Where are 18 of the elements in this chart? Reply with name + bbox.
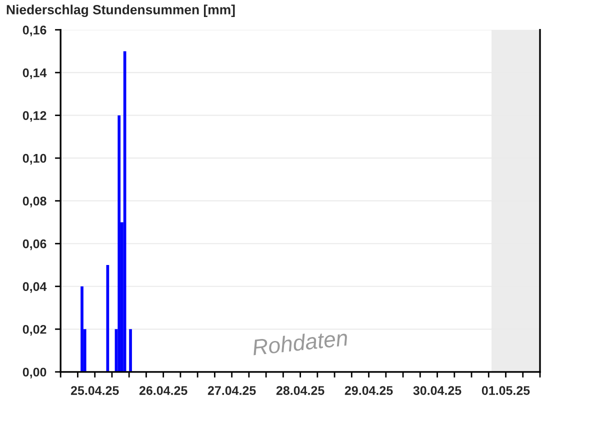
y-tick-label: 0,16	[22, 26, 46, 36]
x-tick-label: 25.04.25	[70, 386, 119, 395]
y-tick-label: 0,14	[22, 68, 47, 80]
x-tick-label: 26.04.25	[139, 386, 188, 395]
y-tick-label: 0,12	[22, 111, 46, 122]
y-tick-label: 0,06	[22, 239, 46, 250]
y-tick-label: 0,00	[22, 368, 46, 378]
x-tick-label: 29.04.25	[344, 386, 393, 395]
y-tick-label: 0,04	[22, 282, 47, 293]
x-tick-label: 28.04.25	[276, 386, 324, 395]
y-tick-label: 0,10	[22, 154, 46, 165]
y-tick-label: 0,08	[22, 196, 46, 208]
chart-title: Niederschlag Stundensummen [mm]	[6, 4, 235, 18]
y-tick-label: 0,02	[22, 324, 46, 336]
x-tick-label: 30.04.25	[413, 386, 462, 395]
x-tick-label: 27.04.25	[208, 386, 256, 395]
annotation: Rohdaten	[252, 329, 348, 356]
x-tick-label: 01.05.25	[482, 386, 530, 395]
